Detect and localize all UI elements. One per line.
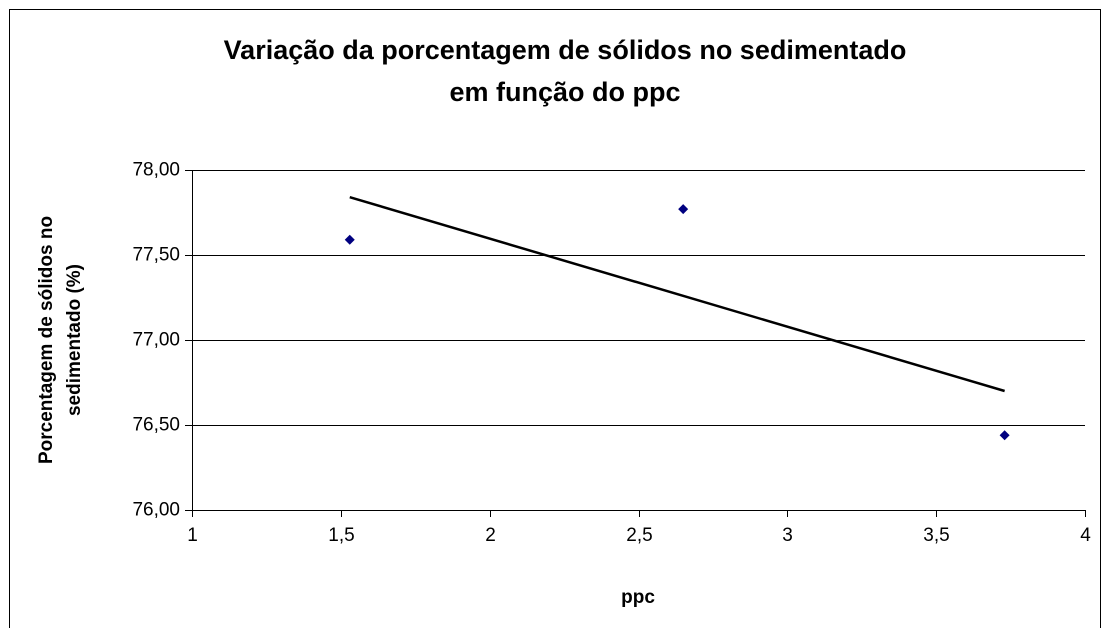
scatter-point — [999, 430, 1010, 441]
x-tick-label: 1 — [187, 525, 198, 546]
x-axis-title: ppc — [621, 587, 655, 608]
x-tick-label: 3,5 — [923, 525, 949, 546]
x-tick-label: 2 — [485, 525, 496, 546]
y-tick-label: 76,00 — [132, 500, 180, 521]
x-tick-label: 2,5 — [626, 525, 652, 546]
x-tick-label: 4 — [1080, 525, 1091, 546]
y-axis-title: Porcentagem de sólidos no — [36, 216, 57, 464]
x-tick-label: 3 — [782, 525, 793, 546]
y-axis-title: sedimentado (%) — [64, 264, 85, 416]
y-tick-label: 76,50 — [132, 415, 180, 436]
trendline — [349, 196, 1005, 393]
chart-title: em função do ppc — [449, 77, 680, 107]
chart-title: Variação da porcentagem de sólidos no se… — [224, 35, 907, 65]
scatter-point — [678, 204, 689, 215]
y-tick-label: 77,00 — [132, 330, 180, 351]
y-tick-label: 77,50 — [132, 245, 180, 266]
y-tick-label: 78,00 — [132, 160, 180, 181]
chart-border — [9, 9, 1101, 628]
scatter-point — [344, 234, 355, 245]
x-tick-label: 1,5 — [328, 525, 354, 546]
